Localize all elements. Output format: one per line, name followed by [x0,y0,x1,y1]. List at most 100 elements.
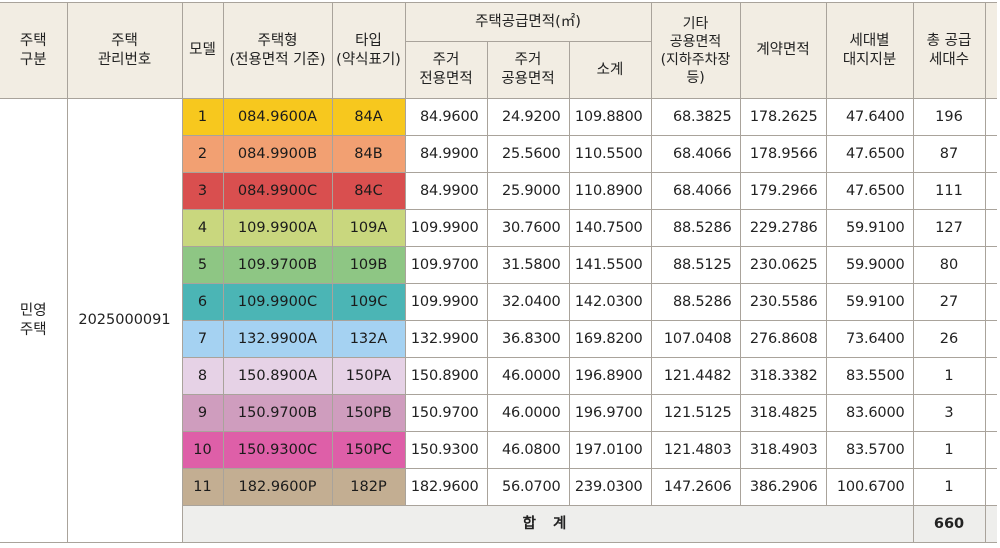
exclusive-area-cell: 84.9900 [404,172,488,210]
total-row: 합 계 660 [0,505,997,543]
units-cell: 111 [912,172,986,210]
common-area-cell: 32.0400 [486,283,570,321]
subtotal-cell: 196.9700 [568,394,652,432]
management-number-cell: 2025000091 [66,98,183,543]
other-common-area-cell: 68.3825 [650,98,741,136]
cut-off-cell [984,283,997,321]
common-area-cell: 56.0700 [486,468,570,506]
cut-off-cell [984,394,997,432]
table-row: 7 132.9900A 132A 132.9900 36.8300 169.8200 107… [0,320,997,358]
other-common-area-cell: 121.5125 [650,394,741,432]
type-abbr-cell: 150PC [331,431,406,469]
housing-type-cell: 109.9700B [222,246,333,284]
cut-off-cell [984,357,997,395]
exclusive-area-cell: 84.9600 [404,98,488,136]
units-cell: 87 [912,135,986,173]
other-common-area-cell: 147.2606 [650,468,741,506]
cut-off-cell [984,320,997,358]
housing-type-cell: 150.8900A [222,357,333,395]
total-units-value: 660 [912,505,986,543]
table-row: 11 182.9600P 182P 182.9600 56.0700 239.0300 14… [0,468,997,506]
housing-type-cell: 150.9300C [222,431,333,469]
units-cell: 26 [912,320,986,358]
cut-off-cell [984,209,997,247]
housing-type-cell: 132.9900A [222,320,333,358]
common-area-cell: 46.0000 [486,357,570,395]
units-cell: 1 [912,468,986,506]
type-abbr-cell: 109B [331,246,406,284]
units-cell: 1 [912,431,986,469]
type-abbr-cell: 109A [331,209,406,247]
land-share-cell: 47.6500 [825,172,914,210]
units-cell: 127 [912,209,986,247]
subtotal-cell: 196.8900 [568,357,652,395]
contract-area-cell: 318.4825 [739,394,827,432]
other-common-area-cell: 121.4482 [650,357,741,395]
contract-area-cell: 179.2966 [739,172,827,210]
model-cell: 5 [181,246,224,284]
header-housing-category: 주택 구분 [0,2,68,99]
land-share-cell: 59.9100 [825,209,914,247]
other-common-area-cell: 121.4803 [650,431,741,469]
model-cell: 2 [181,135,224,173]
housing-type-cell: 084.9600A [222,98,333,136]
header-contract-area: 계약면적 [739,2,827,99]
housing-category-cell: 민영 주택 [0,98,68,543]
model-cell: 10 [181,431,224,469]
common-area-cell: 31.5800 [486,246,570,284]
model-cell: 4 [181,209,224,247]
housing-type-cell: 109.9900C [222,283,333,321]
units-cell: 27 [912,283,986,321]
model-cell: 9 [181,394,224,432]
type-abbr-cell: 84A [331,98,406,136]
cut-off-cell [984,468,997,506]
exclusive-area-cell: 150.9300 [404,431,488,469]
total-label: 합 계 [181,505,914,543]
exclusive-area-cell: 182.9600 [404,468,488,506]
other-common-area-cell: 107.0408 [650,320,741,358]
units-cell: 1 [912,357,986,395]
land-share-cell: 59.9100 [825,283,914,321]
land-share-cell: 47.6500 [825,135,914,173]
other-common-area-cell: 88.5125 [650,246,741,284]
header-common-area: 주거 공용면적 [486,41,570,99]
subtotal-cell: 110.8900 [568,172,652,210]
exclusive-area-cell: 84.9900 [404,135,488,173]
header-other-common-area: 기타 공용면적 (지하주차장 등) [650,2,741,99]
table-row: 8 150.8900A 150PA 150.8900 46.0000 196.8900 12… [0,357,997,395]
model-cell: 8 [181,357,224,395]
header-land-share: 세대별 대지지분 [825,2,914,99]
units-cell: 3 [912,394,986,432]
housing-type-cell: 182.9600P [222,468,333,506]
subtotal-cell: 239.0300 [568,468,652,506]
contract-area-cell: 229.2786 [739,209,827,247]
table-row: 9 150.9700B 150PB 150.9700 46.0000 196.9700 12… [0,394,997,432]
exclusive-area-cell: 150.8900 [404,357,488,395]
other-common-area-cell: 88.5286 [650,209,741,247]
type-abbr-cell: 84B [331,135,406,173]
cut-off-cell [984,172,997,210]
common-area-cell: 46.0800 [486,431,570,469]
table-row: 5 109.9700B 109B 109.9700 31.5800 141.5500 88.… [0,246,997,284]
common-area-cell: 24.9200 [486,98,570,136]
header-model: 모델 [181,2,224,99]
cut-off-cell [984,246,997,284]
type-abbr-cell: 84C [331,172,406,210]
land-share-cell: 83.5500 [825,357,914,395]
cut-off-cell [984,505,997,543]
exclusive-area-cell: 109.9900 [404,283,488,321]
contract-area-cell: 318.3382 [739,357,827,395]
header-cut-off-column [984,2,997,99]
housing-type-cell: 084.9900B [222,135,333,173]
land-share-cell: 100.6700 [825,468,914,506]
header-type-abbr: 타입 (약식표기) [331,2,406,99]
housing-type-cell: 109.9900A [222,209,333,247]
contract-area-cell: 230.0625 [739,246,827,284]
contract-area-cell: 178.2625 [739,98,827,136]
land-share-cell: 59.9000 [825,246,914,284]
land-share-cell: 83.6000 [825,394,914,432]
subtotal-cell: 140.7500 [568,209,652,247]
model-cell: 7 [181,320,224,358]
contract-area-cell: 178.9566 [739,135,827,173]
